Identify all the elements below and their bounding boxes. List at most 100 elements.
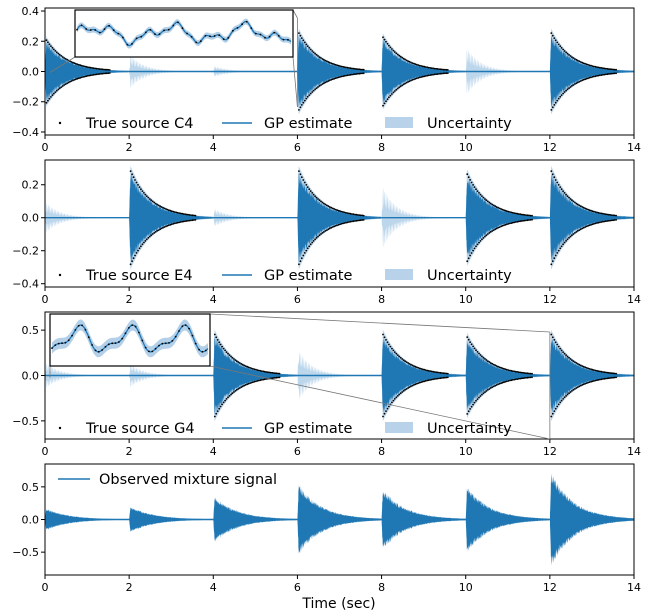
true-source-point <box>351 220 353 223</box>
inset-true-source-point <box>89 29 92 31</box>
true-source-point <box>599 378 601 381</box>
y-tick-label: −0.5 <box>12 546 39 559</box>
true-source-point <box>358 214 361 217</box>
true-source-point <box>582 226 585 229</box>
true-source-point <box>339 210 341 213</box>
true-source-point <box>475 399 477 402</box>
true-source-point <box>324 203 327 206</box>
inset-uncertainty <box>77 18 291 49</box>
true-source-point <box>352 213 355 216</box>
true-source-point <box>436 73 439 75</box>
true-source-point <box>489 202 492 205</box>
true-source-point <box>312 193 315 196</box>
true-source-point <box>326 229 328 232</box>
true-source-point <box>526 219 529 222</box>
inset-true-source-point <box>74 329 77 331</box>
inset-true-source-point <box>268 35 271 38</box>
true-source-point <box>410 363 412 366</box>
inset-true-source-point <box>259 33 262 36</box>
true-source-point <box>466 173 469 176</box>
true-source-point <box>520 213 523 216</box>
true-source-point <box>429 379 432 381</box>
true-source-point <box>88 66 91 69</box>
true-source-point <box>582 78 585 81</box>
inset-true-source-point <box>108 24 110 27</box>
true-source-point <box>407 60 409 62</box>
true-source-point <box>349 73 352 76</box>
true-source-point <box>235 388 238 391</box>
true-source-point <box>439 377 442 380</box>
true-source-point <box>485 390 488 392</box>
true-source-point <box>50 45 52 47</box>
true-source-point <box>470 405 473 408</box>
true-source-point <box>414 383 417 386</box>
true-source-point <box>135 181 138 184</box>
true-source-point <box>420 65 423 67</box>
true-source-point <box>568 54 570 56</box>
true-source-point <box>314 238 316 241</box>
true-source-point <box>476 190 479 193</box>
true-source-point <box>610 68 613 71</box>
true-source-point <box>154 231 157 233</box>
true-source-point <box>411 384 414 387</box>
true-source-point <box>591 65 594 67</box>
true-source-point <box>485 199 488 202</box>
true-source-point <box>168 209 170 212</box>
true-source-point <box>590 380 592 383</box>
true-source-point <box>571 56 573 58</box>
true-source-point <box>609 377 612 379</box>
true-source-point <box>216 339 219 341</box>
true-source-point <box>609 68 612 71</box>
true-source-point <box>178 221 181 224</box>
inset-true-source-point <box>158 344 160 347</box>
true-source-point <box>588 209 591 212</box>
plot-area <box>45 28 634 115</box>
true-source-point <box>522 377 524 380</box>
true-source-point <box>528 372 530 375</box>
true-source-point <box>356 214 359 216</box>
y-tick-label: 0.0 <box>22 212 40 225</box>
true-source-point <box>522 371 524 374</box>
true-source-point <box>494 364 497 367</box>
true-source-point <box>334 77 337 80</box>
true-source-point <box>559 186 562 189</box>
true-source-point <box>494 228 497 231</box>
true-source-point <box>318 85 321 87</box>
true-source-point <box>554 101 557 104</box>
true-source-point <box>333 225 336 228</box>
true-source-point <box>385 100 387 103</box>
true-source-point <box>609 372 612 374</box>
true-source-point <box>55 89 58 92</box>
true-source-point <box>349 212 352 215</box>
true-source-point <box>216 410 219 412</box>
true-source-point <box>565 193 567 196</box>
true-source-point <box>473 347 476 350</box>
true-source-point <box>607 68 610 70</box>
true-source-point <box>258 379 260 382</box>
true-source-point <box>311 91 314 93</box>
true-source-point <box>162 226 164 229</box>
true-source-point <box>600 74 603 76</box>
true-source-point <box>80 64 83 67</box>
true-source-point <box>562 243 564 246</box>
true-source-point <box>141 243 144 246</box>
true-source-point <box>469 408 471 410</box>
true-source-point <box>491 203 494 206</box>
true-source-point <box>445 72 448 75</box>
true-source-point <box>393 351 396 353</box>
x-tick-label: 8 <box>378 293 385 306</box>
true-source-point <box>571 234 573 237</box>
true-source-point <box>343 75 346 77</box>
true-source-point <box>405 388 408 390</box>
true-source-point <box>145 195 148 198</box>
true-source-point <box>262 370 265 373</box>
true-source-point <box>603 377 606 380</box>
true-source-point <box>501 367 504 370</box>
true-source-point <box>585 382 588 384</box>
x-tick-label: 2 <box>126 581 133 594</box>
true-source-point <box>299 34 302 37</box>
true-source-point <box>228 354 231 356</box>
true-source-point <box>386 341 389 344</box>
true-source-point <box>354 67 356 70</box>
true-source-point <box>69 80 71 83</box>
